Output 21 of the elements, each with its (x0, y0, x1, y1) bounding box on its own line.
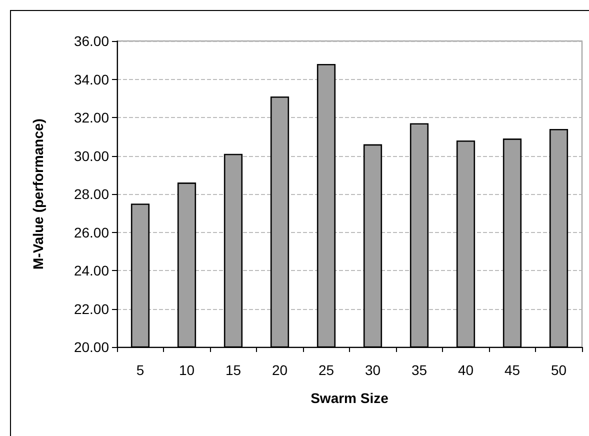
x-axis-title: Swarm Size (310, 390, 389, 406)
y-tick-label: 20.00 (74, 339, 110, 355)
x-tick-label: 45 (504, 362, 520, 378)
y-tick-label: 28.00 (74, 186, 110, 202)
x-tick-label: 20 (272, 362, 288, 378)
x-tick-label: 15 (225, 362, 242, 378)
y-tick-label: 34.00 (74, 71, 110, 88)
y-axis-title: M-Value (performance) (30, 118, 46, 270)
x-tick-label: 40 (458, 362, 474, 378)
y-tick-label: 22.00 (74, 300, 110, 317)
x-tick-label: 10 (178, 362, 195, 378)
y-tick-label: 30.00 (74, 148, 110, 164)
y-tick-label: 24.00 (74, 262, 110, 278)
x-tick-label: 5 (136, 362, 144, 378)
y-tick-label: 26.00 (74, 224, 110, 240)
y-tick-label: 36.00 (74, 33, 110, 49)
x-tick-label: 30 (364, 362, 381, 378)
x-tick-label: 35 (411, 362, 428, 378)
y-tick-label: 32.00 (74, 110, 110, 126)
x-tick-label: 50 (550, 362, 567, 378)
x-tick-label: 25 (318, 362, 334, 378)
